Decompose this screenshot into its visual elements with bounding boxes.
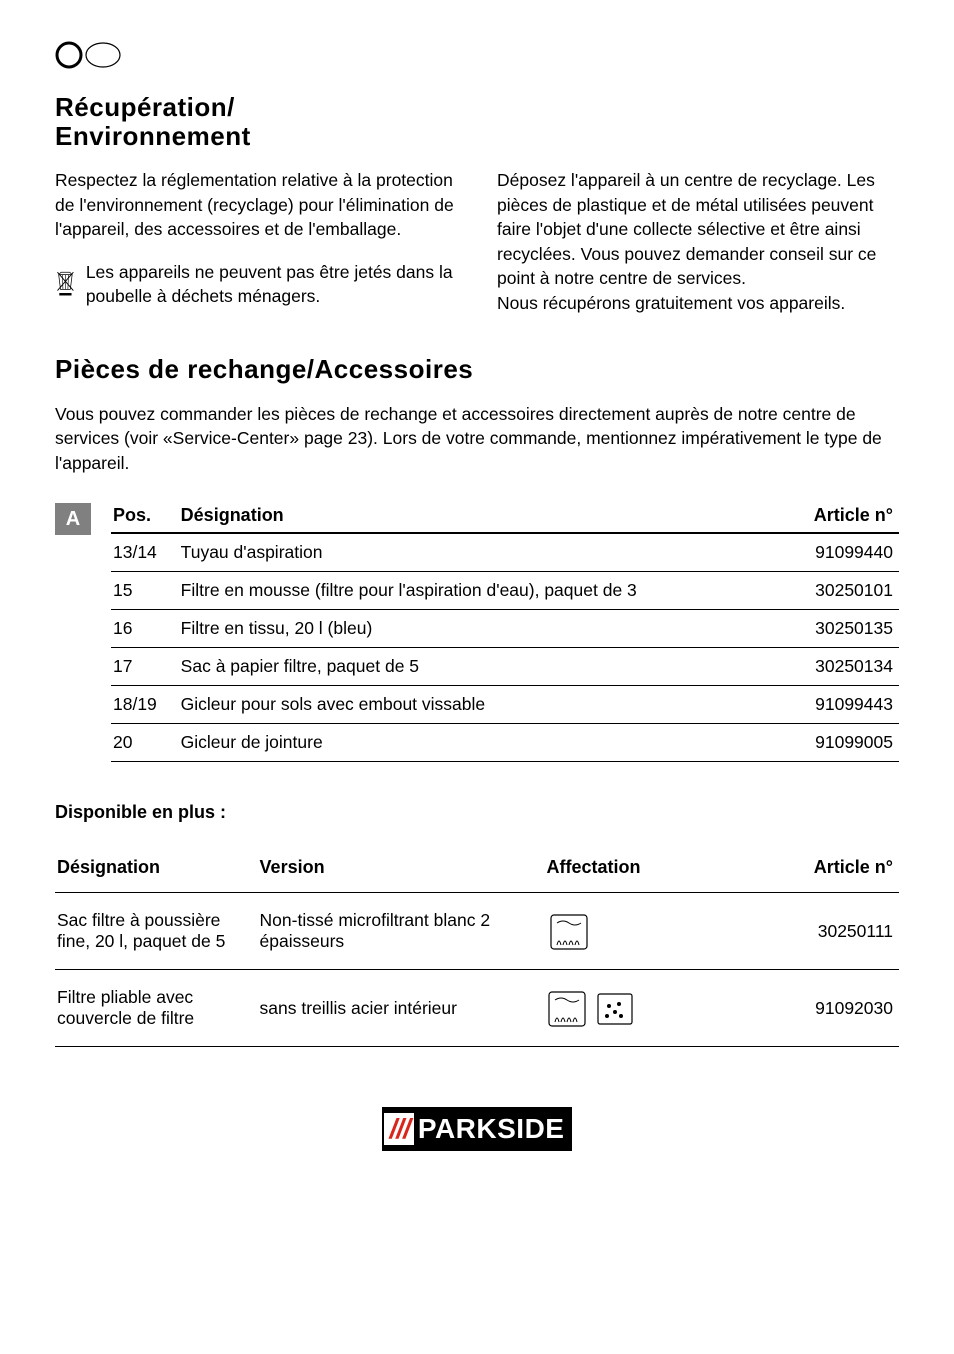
table-row: 15Filtre en mousse (filtre pour l'aspira…	[111, 572, 899, 610]
table-row: 16Filtre en tissu, 20 l (bleu)30250135	[111, 610, 899, 648]
parts-table-wrap: A Pos. Désignation Article n° 13/14Tuyau…	[55, 501, 899, 762]
cell-art: 91099440	[785, 533, 899, 572]
th-art: Article n°	[730, 853, 899, 893]
weee-bin-icon	[55, 260, 76, 304]
cell-des: Filtre en tissu, 20 l (bleu)	[179, 610, 785, 648]
parts-table: Pos. Désignation Article n° 13/14Tuyau d…	[111, 501, 899, 762]
parkside-logo: /// PARKSIDE	[382, 1107, 573, 1151]
left-column: Respectez la réglementation relative à l…	[55, 168, 457, 315]
logo-text: PARKSIDE	[418, 1113, 565, 1145]
logo-slashes: ///	[384, 1113, 414, 1145]
filter-lid-icon	[595, 986, 635, 1030]
cell-pos: 15	[111, 572, 179, 610]
cell-des: Sac à papier filtre, paquet de 5	[179, 648, 785, 686]
cell-pos: 17	[111, 648, 179, 686]
th-pos: Pos.	[111, 501, 179, 533]
footer-logo: /// PARKSIDE	[55, 1107, 899, 1151]
table-row: 18/19Gicleur pour sols avec embout vissa…	[111, 686, 899, 724]
header-icons	[55, 40, 899, 75]
section2-title: Pièces de rechange/Accessoires	[55, 355, 899, 384]
cell-art: 30250134	[785, 648, 899, 686]
table-row: Sac filtre à poussière fine, 20 l, paque…	[55, 893, 899, 970]
th-aff: Affectation	[545, 853, 731, 893]
cell-des: Filtre pliable avec couvercle de filtre	[55, 970, 258, 1047]
recycle-note: Les appareils ne peuvent pas être jetés …	[55, 260, 457, 309]
section1-title: Récupération/ Environnement	[55, 93, 899, 150]
cell-ver: Non-tissé microfiltrant blanc 2 épaisseu…	[258, 893, 545, 970]
table-row: 17Sac à papier filtre, paquet de 5302501…	[111, 648, 899, 686]
section1-title-line1: Récupération/	[55, 92, 235, 122]
two-column-block: Respectez la réglementation relative à l…	[55, 168, 899, 315]
cell-aff	[545, 970, 731, 1047]
cell-art: 91092030	[730, 970, 899, 1047]
table-row: 20Gicleur de jointure91099005	[111, 724, 899, 762]
cell-des: Filtre en mousse (filtre pour l'aspirati…	[179, 572, 785, 610]
filter-cartridge-icon	[547, 986, 591, 1030]
section2-intro: Vous pouvez commander les pièces de rech…	[55, 402, 899, 476]
cell-pos: 20	[111, 724, 179, 762]
cell-art: 91099443	[785, 686, 899, 724]
right-column: Déposez l'appareil à un centre de recycl…	[497, 168, 899, 315]
cell-des: Sac filtre à poussière fine, 20 l, paque…	[55, 893, 258, 970]
cell-des: Tuyau d'aspiration	[179, 533, 785, 572]
cell-art: 30250111	[730, 893, 899, 970]
cell-aff	[545, 893, 731, 970]
cell-pos: 16	[111, 610, 179, 648]
recycle-note-text: Les appareils ne peuvent pas être jetés …	[86, 260, 457, 309]
table-row: 13/14Tuyau d'aspiration91099440	[111, 533, 899, 572]
table-row: Filtre pliable avec couvercle de filtre …	[55, 970, 899, 1047]
th-art: Article n°	[785, 501, 899, 533]
step-circles-icon	[55, 40, 129, 70]
section1-title-line2: Environnement	[55, 121, 251, 151]
cell-pos: 18/19	[111, 686, 179, 724]
cell-des: Gicleur de jointure	[179, 724, 785, 762]
left-paragraph: Respectez la réglementation relative à l…	[55, 168, 457, 242]
extra-table: Désignation Version Affectation Article …	[55, 853, 899, 1047]
th-des: Désignation	[179, 501, 785, 533]
cell-des: Gicleur pour sols avec embout vissable	[179, 686, 785, 724]
section3-title: Disponible en plus :	[55, 802, 899, 823]
cell-pos: 13/14	[111, 533, 179, 572]
right-paragraph-2: Nous récupérons gratuitement vos apparei…	[497, 291, 899, 316]
th-des: Désignation	[55, 853, 258, 893]
th-ver: Version	[258, 853, 545, 893]
cell-art: 30250101	[785, 572, 899, 610]
cell-art: 30250135	[785, 610, 899, 648]
table-badge: A	[55, 503, 91, 535]
cell-ver: sans treillis acier intérieur	[258, 970, 545, 1047]
cell-art: 91099005	[785, 724, 899, 762]
right-paragraph-1: Déposez l'appareil à un centre de recycl…	[497, 168, 899, 291]
filter-cartridge-icon	[547, 909, 591, 953]
